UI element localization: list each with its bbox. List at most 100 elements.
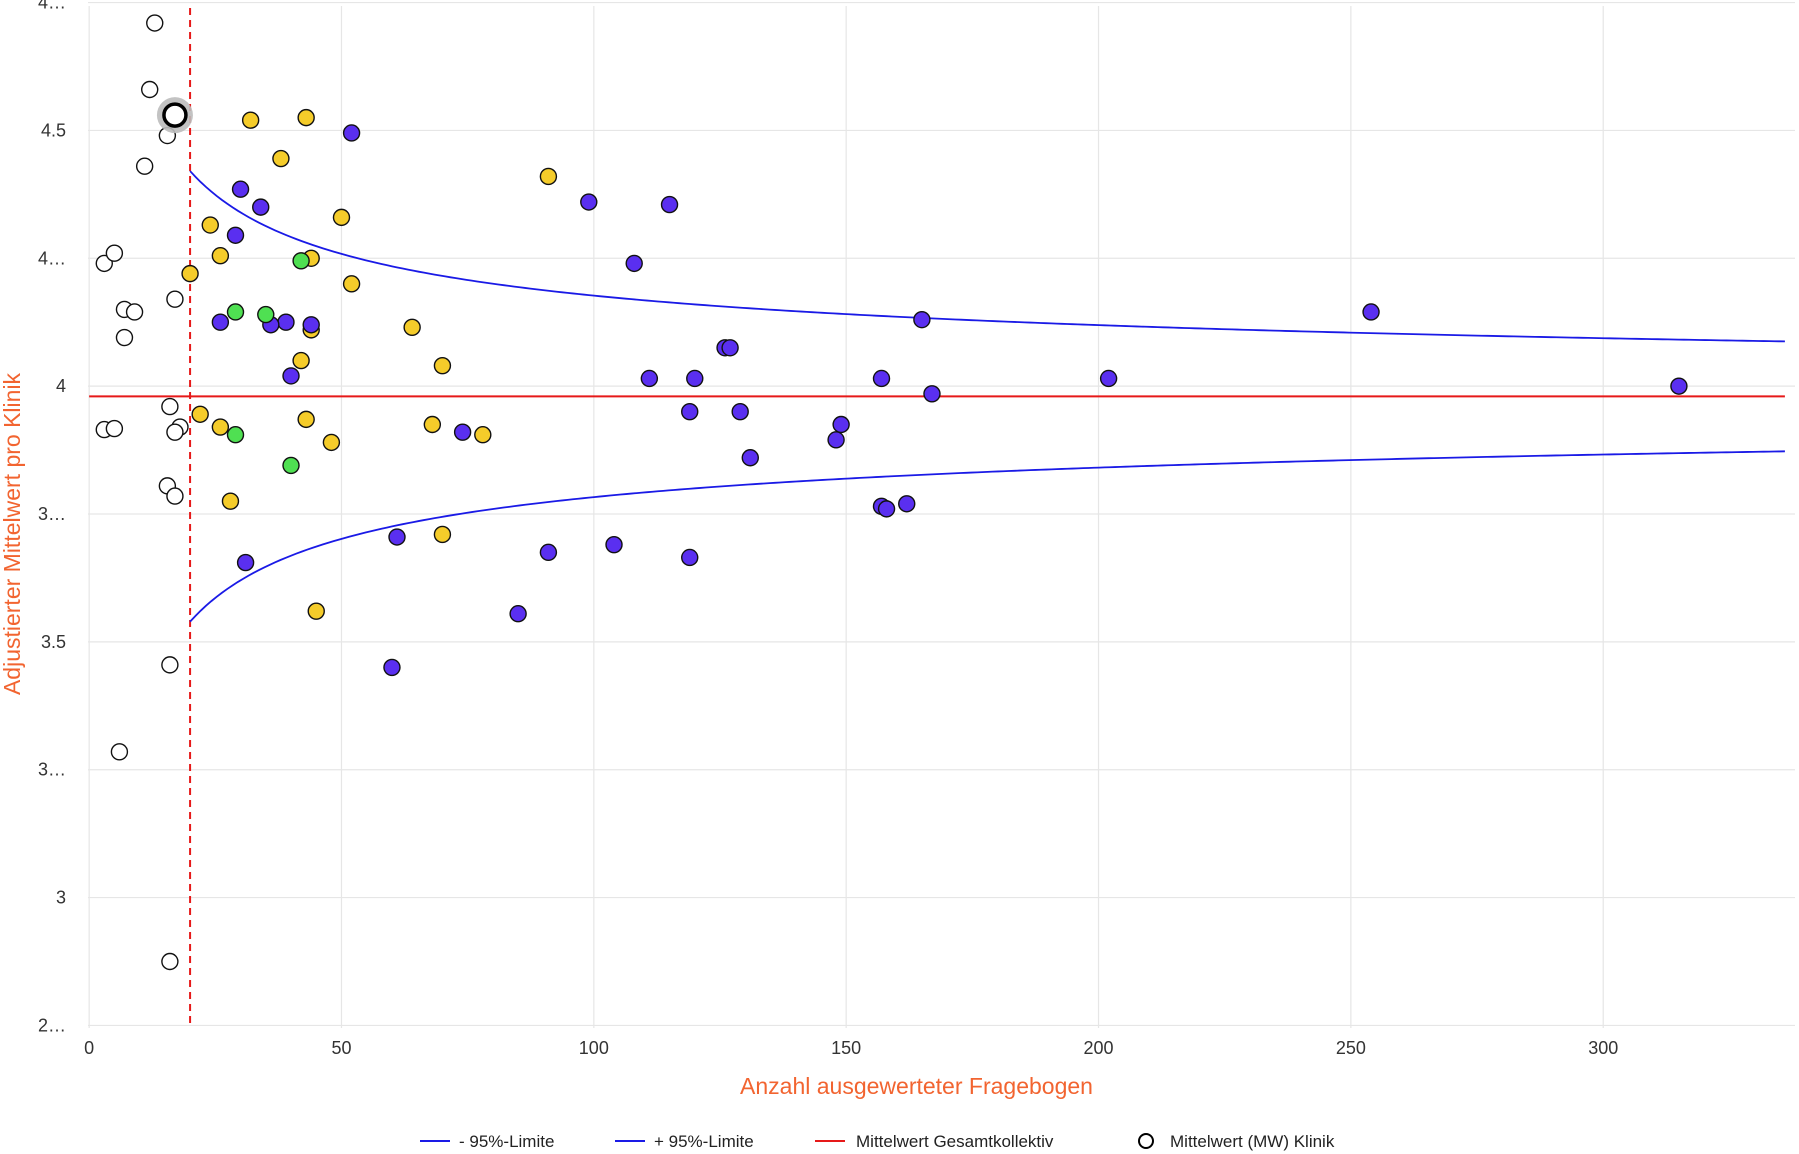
- data-point-yellow: [181, 264, 199, 283]
- data-point-blue: [1362, 303, 1380, 321]
- x-tick-label: 100: [579, 1038, 609, 1058]
- lower-95-limit-curve: [189, 450, 1785, 623]
- data-point-white: [105, 244, 124, 262]
- data-point-blue: [277, 313, 295, 331]
- data-point-white: [135, 157, 154, 175]
- data-point-white: [166, 423, 184, 441]
- data-point-blue: [686, 369, 704, 388]
- data-point-blue: [1099, 369, 1118, 388]
- data-point-white: [161, 397, 179, 416]
- data-point-blue: [453, 423, 472, 441]
- data-point-white: [166, 487, 184, 505]
- data-point-white: [95, 254, 113, 273]
- y-tick-label: 4…: [38, 248, 66, 268]
- legend-item-upper-limit: + 95%-Limite: [615, 1132, 754, 1151]
- data-point-white: [161, 656, 179, 674]
- data-point-blue: [625, 254, 643, 273]
- data-point-blue: [721, 339, 739, 357]
- x-axis-ticks: 0 50 100 150 200 250 300: [84, 1038, 1618, 1058]
- legend-label-clinic-mean: Mittelwert (MW) Klinik: [1170, 1132, 1335, 1151]
- legend-item-mean-total: Mittelwert Gesamtkollektiv: [815, 1132, 1054, 1151]
- data-point-blue: [832, 415, 850, 434]
- y-axis-title: Adjustierter Mittelwert pro Klinik: [0, 372, 25, 695]
- data-point-blue: [388, 528, 406, 546]
- data-point-blue: [342, 124, 361, 142]
- data-point-blue: [660, 195, 679, 214]
- data-point-yellow: [539, 167, 558, 186]
- data-point-white: [105, 419, 124, 438]
- data-point-green: [292, 252, 310, 270]
- x-tick-label: 150: [831, 1038, 861, 1058]
- data-point-yellow: [191, 405, 209, 423]
- data-point-blue: [226, 226, 245, 244]
- data-point-yellow: [403, 318, 421, 337]
- x-axis-title: Anzahl ausgewerteter Fragebogen: [740, 1073, 1093, 1099]
- data-point-blue: [580, 193, 598, 211]
- data-point-yellow: [297, 410, 315, 429]
- data-point-white: [166, 290, 184, 308]
- data-points: [95, 14, 1688, 971]
- data-point-white: [146, 14, 164, 32]
- legend-item-lower-limit: - 95%-Limite: [420, 1132, 554, 1151]
- legend-label-lower-limit: - 95%-Limite: [459, 1132, 554, 1151]
- data-point-blue: [827, 431, 845, 449]
- x-tick-label: 250: [1336, 1038, 1366, 1058]
- data-point-blue: [1670, 377, 1688, 395]
- highlight-point: [162, 102, 188, 128]
- y-tick-label: 3…: [38, 760, 66, 780]
- legend: - 95%-Limite + 95%-Limite Mittelwert Ges…: [420, 1132, 1335, 1151]
- data-point-yellow: [433, 356, 452, 375]
- y-tick-label: 4.5: [41, 120, 66, 140]
- data-point-blue: [872, 369, 891, 388]
- data-point-blue: [923, 385, 941, 403]
- data-point-blue: [539, 543, 558, 562]
- gridlines: [88, 1, 1795, 1028]
- legend-item-clinic-mean: Mittelwert (MW) Klinik: [1138, 1132, 1335, 1151]
- data-point-yellow: [322, 433, 341, 452]
- data-point-yellow: [307, 602, 325, 620]
- x-tick-label: 0: [84, 1038, 94, 1058]
- data-point-yellow: [297, 108, 315, 127]
- y-tick-label: 2…: [38, 1015, 66, 1035]
- data-point-blue: [252, 198, 270, 216]
- data-point-blue: [741, 449, 759, 467]
- data-point-yellow: [332, 208, 351, 227]
- data-point-yellow: [211, 247, 230, 265]
- x-tick-label: 200: [1084, 1038, 1114, 1058]
- data-point-blue: [302, 316, 320, 334]
- data-point-yellow: [433, 525, 452, 544]
- data-point-blue: [731, 403, 749, 421]
- data-point-blue: [282, 367, 300, 385]
- data-point-green: [282, 456, 300, 475]
- data-point-yellow: [211, 418, 230, 436]
- data-point-green: [226, 303, 245, 321]
- data-point-blue: [913, 310, 931, 329]
- data-point-blue: [211, 313, 230, 331]
- data-point-white: [125, 303, 144, 321]
- data-point-white: [161, 952, 179, 971]
- y-tick-label: 4: [56, 376, 66, 396]
- x-tick-label: 50: [331, 1038, 351, 1058]
- legend-label-mean-total: Mittelwert Gesamtkollektiv: [856, 1132, 1054, 1151]
- y-tick-label: 3.5: [41, 632, 66, 652]
- data-point-green: [226, 426, 245, 444]
- data-point-blue: [231, 180, 250, 198]
- data-point-blue: [681, 403, 699, 421]
- legend-label-upper-limit: + 95%-Limite: [654, 1132, 754, 1151]
- data-point-yellow: [272, 149, 290, 168]
- data-point-blue: [509, 605, 527, 623]
- data-point-white: [115, 328, 134, 347]
- y-axis-ticks: 2… 3 3… 3.5 3… 4 4… 4.5 4…: [38, 0, 66, 1035]
- data-point-green: [257, 305, 275, 324]
- upper-95-limit-curve: [189, 170, 1785, 343]
- data-point-yellow: [201, 216, 219, 234]
- data-point-yellow: [292, 351, 310, 370]
- x-tick-label: 300: [1588, 1038, 1618, 1058]
- legend-marker-clinic-mean: [1138, 1133, 1154, 1149]
- data-point-blue: [605, 535, 623, 554]
- data-point-blue: [383, 658, 401, 677]
- y-tick-label: 3: [56, 888, 66, 908]
- data-point-blue: [640, 369, 659, 388]
- data-point-yellow: [241, 111, 260, 129]
